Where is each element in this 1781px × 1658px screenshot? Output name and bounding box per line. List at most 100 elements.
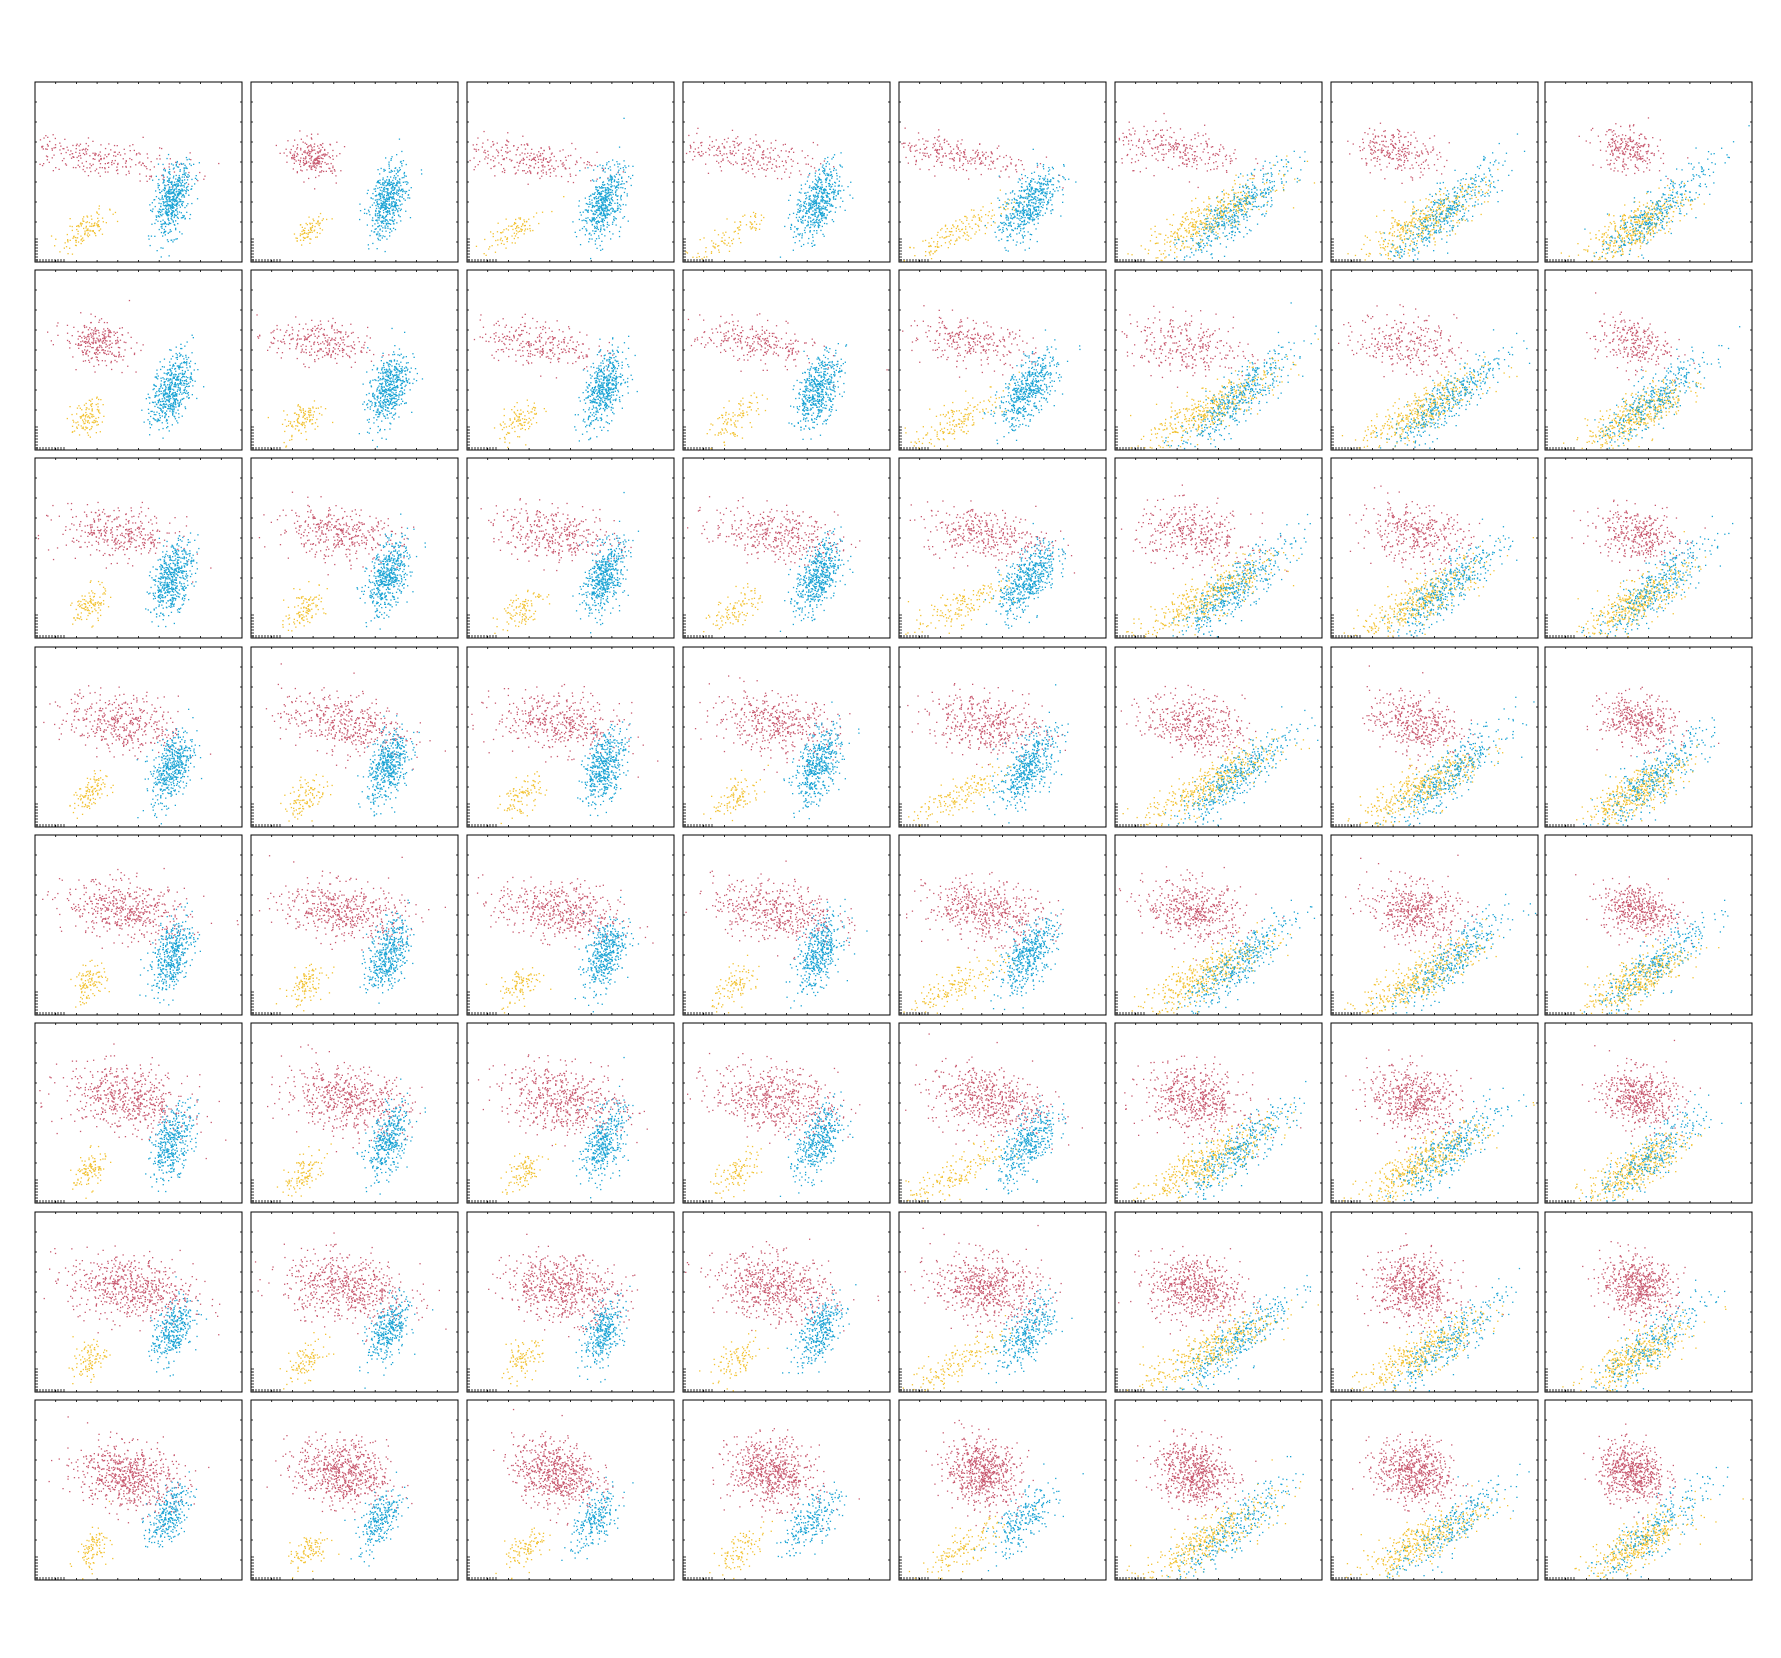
point-blue <box>173 190 174 191</box>
point-red <box>310 144 311 145</box>
point-red <box>116 167 117 168</box>
point-red <box>169 163 170 164</box>
point-red <box>80 155 81 156</box>
point-blue <box>163 169 164 170</box>
point-blue <box>154 199 155 200</box>
point-blue <box>186 205 187 206</box>
point-blue <box>175 215 176 216</box>
point-blue <box>160 247 161 248</box>
point-red <box>93 158 94 159</box>
point-red <box>334 170 335 171</box>
point-blue <box>151 236 152 237</box>
point-blue <box>172 186 173 187</box>
point-blue <box>186 187 187 188</box>
point-blue <box>182 176 183 177</box>
point-yellow <box>75 237 76 238</box>
point-yellow <box>98 220 99 221</box>
point-blue <box>162 182 163 183</box>
point-blue <box>171 189 172 190</box>
point-red <box>303 181 304 182</box>
point-red <box>89 163 90 164</box>
point-yellow <box>86 222 87 223</box>
point-red <box>47 137 48 138</box>
point-blue <box>174 182 175 183</box>
point-red <box>305 143 306 144</box>
point-blue <box>168 209 169 210</box>
point-blue <box>180 169 181 170</box>
point-red <box>88 137 89 138</box>
point-blue <box>161 215 162 216</box>
point-blue <box>179 192 180 193</box>
point-red <box>42 165 43 166</box>
point-blue <box>151 224 152 225</box>
point-yellow <box>78 241 79 242</box>
point-blue <box>187 159 188 160</box>
point-blue <box>169 232 170 233</box>
point-yellow <box>66 246 67 247</box>
point-red <box>311 147 312 148</box>
point-blue <box>187 174 188 175</box>
point-red <box>145 166 146 167</box>
point-red <box>100 156 101 157</box>
point-blue <box>171 184 172 185</box>
point-red <box>335 175 336 176</box>
point-yellow <box>89 222 90 223</box>
point-blue <box>189 218 190 219</box>
point-blue <box>184 183 185 184</box>
point-blue <box>163 203 164 204</box>
point-red <box>308 155 309 156</box>
point-blue <box>171 202 172 203</box>
point-red <box>301 139 302 140</box>
point-blue <box>187 177 188 178</box>
point-blue <box>152 211 153 212</box>
point-blue <box>157 250 158 251</box>
point-red <box>86 153 87 154</box>
point-red <box>318 175 319 176</box>
point-blue <box>166 199 167 200</box>
point-red <box>317 145 318 146</box>
point-red <box>316 167 317 168</box>
point-red <box>70 150 71 151</box>
point-blue <box>168 214 169 215</box>
point-yellow <box>88 233 89 234</box>
point-blue <box>177 238 178 239</box>
point-red <box>124 149 125 150</box>
point-blue <box>163 189 164 190</box>
point-red <box>297 154 298 155</box>
point-blue <box>165 185 166 186</box>
point-red <box>314 146 315 147</box>
point-blue <box>179 171 180 172</box>
point-red <box>143 137 144 138</box>
point-red <box>105 163 106 164</box>
point-red <box>326 171 327 172</box>
point-blue <box>176 198 177 199</box>
point-red <box>128 171 129 172</box>
point-blue <box>182 217 183 218</box>
point-red <box>123 158 124 159</box>
point-red <box>292 155 293 156</box>
point-blue <box>161 191 162 192</box>
point-blue <box>171 216 172 217</box>
point-yellow <box>87 221 88 222</box>
point-blue <box>173 164 174 165</box>
point-blue <box>169 211 170 212</box>
point-blue <box>182 174 183 175</box>
point-red <box>323 171 324 172</box>
point-red <box>326 154 327 155</box>
point-red <box>113 163 114 164</box>
point-yellow <box>85 232 86 233</box>
point-blue <box>158 179 159 180</box>
point-red <box>169 166 170 167</box>
point-blue <box>177 214 178 215</box>
point-yellow <box>76 245 77 246</box>
point-red <box>72 156 73 157</box>
point-red <box>100 163 101 164</box>
point-blue <box>196 179 197 180</box>
point-yellow <box>99 205 100 206</box>
point-red <box>55 138 56 139</box>
point-blue <box>173 192 174 193</box>
point-red <box>147 153 148 154</box>
point-red <box>92 141 93 142</box>
point-blue <box>173 176 174 177</box>
point-blue <box>183 185 184 186</box>
